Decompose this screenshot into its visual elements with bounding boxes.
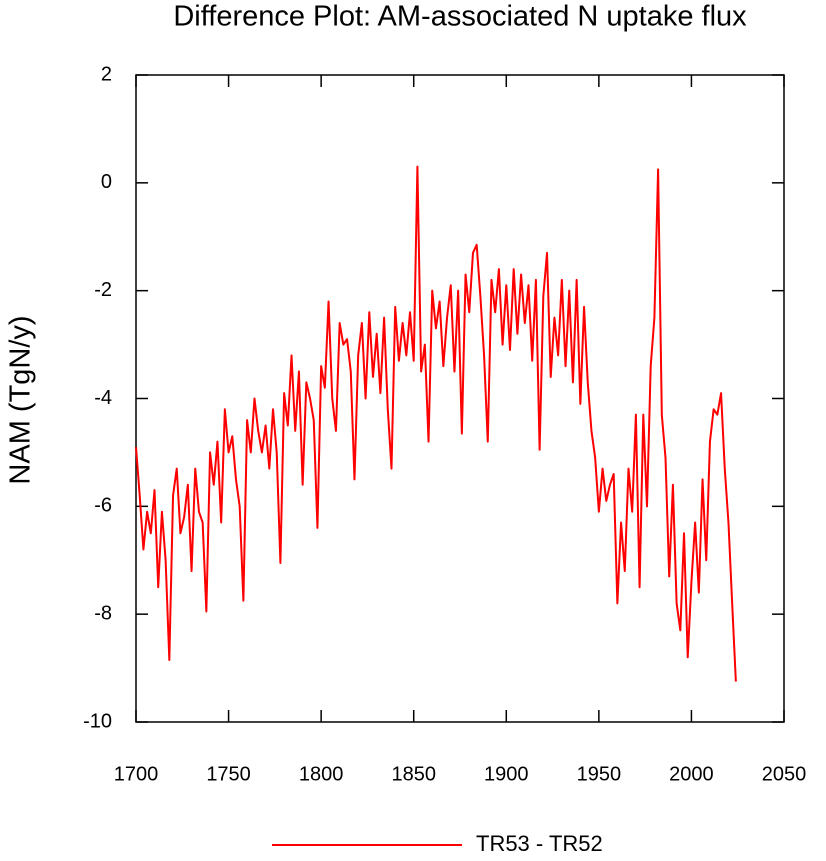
x-tick-label: 1700 — [114, 763, 159, 785]
x-tick-label: 2050 — [762, 763, 807, 785]
y-tick-label: 2 — [101, 63, 112, 85]
y-tick-label: -4 — [94, 387, 112, 409]
x-tick-label: 2000 — [669, 763, 714, 785]
chart-title: Difference Plot: AM-associated N uptake … — [173, 1, 747, 33]
y-tick-label: -6 — [94, 495, 112, 517]
x-tick-label: 1800 — [299, 763, 344, 785]
y-axis-label: NAM (TgN/y) — [5, 315, 37, 484]
y-tick-label: -8 — [94, 602, 112, 624]
y-tick-label: -10 — [83, 710, 112, 732]
x-tick-label: 1950 — [577, 763, 622, 785]
y-tick-label: 0 — [101, 171, 112, 193]
x-tick-label: 1900 — [484, 763, 529, 785]
y-tick-label: -2 — [94, 279, 112, 301]
x-tick-label: 1850 — [391, 763, 436, 785]
x-tick-label: 1750 — [206, 763, 251, 785]
legend-label: TR53 - TR52 — [476, 831, 603, 856]
data-line — [135, 165, 737, 682]
